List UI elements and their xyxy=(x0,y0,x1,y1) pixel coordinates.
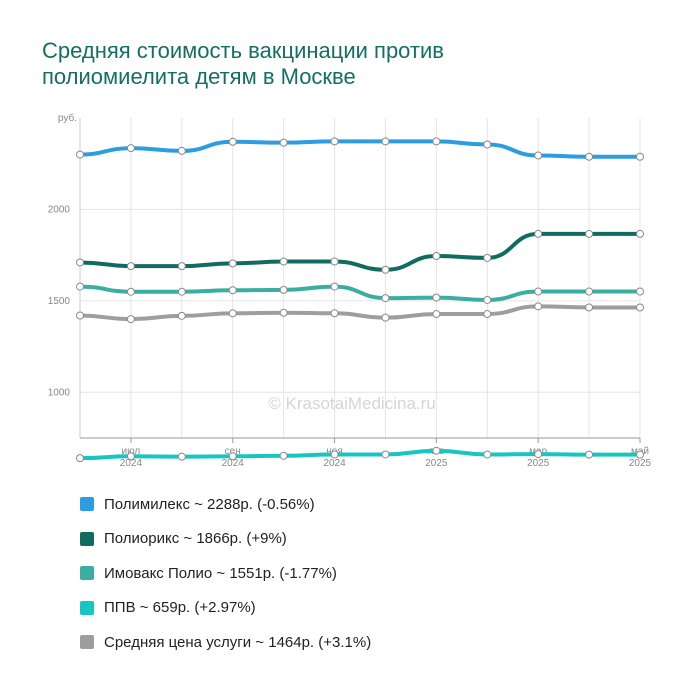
data-point[interactable] xyxy=(330,137,339,146)
legend-item-polimileks[interactable]: Полимилекс ~ 2288р. (-0.56%) xyxy=(80,487,660,522)
data-point[interactable] xyxy=(330,282,339,291)
watermark: © KrasotaiMedicina.ru xyxy=(268,394,436,413)
x-tick-label-year: 2024 xyxy=(323,458,346,469)
x-tick-label-year: 2025 xyxy=(425,458,448,469)
data-point[interactable] xyxy=(279,308,288,317)
data-point[interactable] xyxy=(228,452,237,461)
legend-swatch xyxy=(80,531,94,546)
x-tick-label-month: сен xyxy=(225,446,241,457)
data-point[interactable] xyxy=(381,294,390,303)
data-point[interactable] xyxy=(126,287,135,296)
series-line-0 xyxy=(78,139,642,159)
y-tick-label: 2000 xyxy=(48,204,71,215)
data-point[interactable] xyxy=(585,287,594,296)
data-point[interactable] xyxy=(177,262,186,271)
data-point[interactable] xyxy=(228,286,237,295)
data-point[interactable] xyxy=(177,146,186,155)
x-tick-label-year: 2025 xyxy=(629,458,652,469)
data-point[interactable] xyxy=(76,454,84,463)
data-point[interactable] xyxy=(483,450,492,459)
data-point[interactable] xyxy=(534,450,543,459)
data-point[interactable] xyxy=(330,309,339,318)
legend-swatch xyxy=(80,497,94,512)
legend-label: Имовакс Полио ~ 1551р. (-1.77%) xyxy=(104,564,337,582)
y-axis-unit-label: руб. xyxy=(58,112,77,124)
legend: Полимилекс ~ 2288р. (-0.56%) Полиорикс ~… xyxy=(80,487,660,660)
legend-label: Полиорикс ~ 1866р. (+9%) xyxy=(104,530,287,548)
x-tick-label-year: 2025 xyxy=(527,458,550,469)
data-point[interactable] xyxy=(126,262,135,271)
data-point[interactable] xyxy=(76,311,84,320)
data-point[interactable] xyxy=(585,229,594,238)
data-point[interactable] xyxy=(636,152,644,161)
legend-swatch xyxy=(80,635,94,650)
data-point[interactable] xyxy=(76,150,84,159)
x-tick-label-year: 2024 xyxy=(222,458,245,469)
data-point[interactable] xyxy=(432,137,441,146)
series-line-3 xyxy=(78,448,642,461)
data-point[interactable] xyxy=(330,257,339,266)
data-point[interactable] xyxy=(585,303,594,312)
data-point[interactable] xyxy=(279,451,288,460)
series-line-4 xyxy=(78,304,642,322)
data-point[interactable] xyxy=(483,295,492,304)
data-points xyxy=(76,137,644,463)
data-point[interactable] xyxy=(76,258,84,267)
data-point[interactable] xyxy=(636,303,644,312)
data-point[interactable] xyxy=(279,257,288,266)
data-point[interactable] xyxy=(279,285,288,294)
data-point[interactable] xyxy=(636,450,644,459)
x-tick-label-month: июл xyxy=(122,446,141,457)
data-point[interactable] xyxy=(381,450,390,459)
data-point[interactable] xyxy=(432,310,441,319)
legend-swatch xyxy=(80,600,94,615)
data-point[interactable] xyxy=(483,310,492,319)
legend-label: Средняя цена услуги ~ 1464р. (+3.1%) xyxy=(104,633,372,651)
data-point[interactable] xyxy=(483,253,492,262)
data-point[interactable] xyxy=(126,144,135,153)
data-point[interactable] xyxy=(126,452,135,461)
data-point[interactable] xyxy=(432,252,441,261)
data-point[interactable] xyxy=(585,152,594,161)
data-point[interactable] xyxy=(177,452,186,461)
grid-lines xyxy=(79,118,641,438)
y-tick-label: 1500 xyxy=(48,296,71,307)
series-line-1 xyxy=(78,231,642,272)
data-point[interactable] xyxy=(228,309,237,318)
data-point[interactable] xyxy=(381,265,390,274)
data-point[interactable] xyxy=(585,450,594,459)
data-point[interactable] xyxy=(330,450,339,459)
series-line-2 xyxy=(78,284,642,302)
data-point[interactable] xyxy=(483,140,492,149)
y-tick-label: 1000 xyxy=(48,387,71,398)
data-point[interactable] xyxy=(279,138,288,147)
data-point[interactable] xyxy=(228,137,237,146)
legend-item-imovaks-polio[interactable]: Имовакс Полио ~ 1551р. (-1.77%) xyxy=(80,556,660,591)
data-point[interactable] xyxy=(534,229,543,238)
legend-swatch xyxy=(80,566,94,581)
legend-label: ППВ ~ 659р. (+2.97%) xyxy=(104,599,256,617)
legend-item-ppv[interactable]: ППВ ~ 659р. (+2.97%) xyxy=(80,591,660,626)
data-point[interactable] xyxy=(228,259,237,268)
data-point[interactable] xyxy=(534,302,543,311)
data-point[interactable] xyxy=(177,287,186,296)
legend-item-polioriks[interactable]: Полиорикс ~ 1866р. (+9%) xyxy=(80,522,660,557)
data-point[interactable] xyxy=(534,151,543,160)
data-point[interactable] xyxy=(76,282,84,291)
data-point[interactable] xyxy=(126,315,135,324)
legend-item-average-price[interactable]: Средняя цена услуги ~ 1464р. (+3.1%) xyxy=(80,625,660,660)
legend-label: Полимилекс ~ 2288р. (-0.56%) xyxy=(104,495,315,513)
data-point[interactable] xyxy=(432,446,441,455)
data-point[interactable] xyxy=(534,287,543,296)
x-tick-label-year: 2024 xyxy=(120,458,143,469)
data-point[interactable] xyxy=(381,137,390,146)
data-point[interactable] xyxy=(177,311,186,320)
data-point[interactable] xyxy=(636,287,644,296)
line-chart: © KrasotaiMedicina.ru 1000 1500 2000 руб. ию… xyxy=(48,112,652,469)
chart-title: Средняя стоимость вакцинации против поли… xyxy=(42,38,444,89)
data-point[interactable] xyxy=(636,229,644,238)
data-point[interactable] xyxy=(432,293,441,302)
data-point[interactable] xyxy=(381,313,390,322)
